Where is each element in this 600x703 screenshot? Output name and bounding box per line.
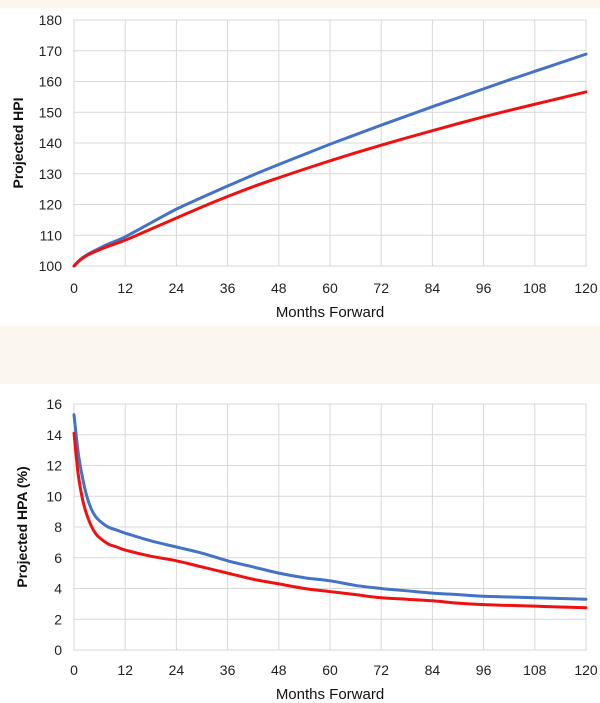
hpa-x-tick-label: 120 <box>574 662 598 678</box>
separator-band <box>0 326 600 384</box>
hpi-chart-svg: 100 110 120 130 140 150 160 170 180 0 12 24 36 48 60 72… <box>10 12 598 321</box>
hpa-chart: 0 2 4 6 8 10 12 14 16 0 12 24 36 48 60 72 84 96 108 120 Mont… <box>0 384 600 703</box>
hpa-x-tick-label: 84 <box>425 662 441 678</box>
hpa-series-line-blue <box>72 413 588 601</box>
hpi-y-tick-label: 170 <box>39 43 63 59</box>
hpi-x-tick-label: 12 <box>117 280 133 296</box>
hpi-x-tick-label: 96 <box>476 280 492 296</box>
hpa-plot-frame <box>73 403 587 651</box>
hpi-plot-frame <box>73 19 587 267</box>
hpi-series-line-red <box>72 90 588 268</box>
hpi-x-tick-label: 48 <box>271 280 287 296</box>
hpi-y-tick-label: 110 <box>40 227 63 243</box>
hpa-x-tick-label: 24 <box>169 662 185 678</box>
hpi-x-tick-label: 84 <box>425 280 441 296</box>
hpa-series-line-red <box>72 431 588 610</box>
hpi-x-axis-title: Months Forward <box>276 304 384 321</box>
hpi-y-tick-label: 140 <box>39 135 63 151</box>
hpa-x-tick-label: 96 <box>476 662 492 678</box>
hpi-y-axis-title: Projected HPI <box>10 97 26 188</box>
hpi-x-tick-label: 72 <box>373 280 389 296</box>
hpa-x-axis-title: Months Forward <box>276 686 384 703</box>
hpi-y-tick-label: 160 <box>39 74 63 90</box>
hpa-y-tick-label: 16 <box>46 396 62 412</box>
hpa-y-tick-label: 6 <box>54 550 62 566</box>
hpa-x-tick-label: 72 <box>373 662 389 678</box>
hpi-x-tick-label: 24 <box>169 280 185 296</box>
hpa-y-tick-label: 8 <box>54 519 62 535</box>
hpa-x-tick-label: 60 <box>322 662 338 678</box>
hpi-x-tick-label: 36 <box>220 280 236 296</box>
hpa-y-tick-label: 0 <box>54 642 62 658</box>
hpa-x-tick-label: 48 <box>271 662 287 678</box>
hpi-x-tick-label: 0 <box>70 280 78 296</box>
hpa-y-tick-label: 2 <box>54 611 62 627</box>
hpa-x-tick-label: 36 <box>220 662 236 678</box>
hpi-x-tick-label: 120 <box>574 280 598 296</box>
hpi-y-tick-label: 130 <box>39 166 63 182</box>
hpi-chart: 100 110 120 130 140 150 160 170 180 0 12 24 36 48 60 72… <box>0 0 600 326</box>
hpi-y-tick-label: 100 <box>39 258 63 274</box>
hpa-y-axis-title: Projected HPA (%) <box>14 466 30 587</box>
top-band <box>0 0 600 8</box>
hpi-y-tick-label: 120 <box>39 197 63 213</box>
hpa-y-tick-label: 12 <box>46 458 62 474</box>
hpi-x-tick-label: 108 <box>523 280 547 296</box>
hpi-x-tick-label: 60 <box>322 280 338 296</box>
hpa-gridlines <box>73 403 587 651</box>
hpa-x-tick-label: 0 <box>70 662 78 678</box>
hpa-x-tick-label: 108 <box>523 662 547 678</box>
hpa-y-tick-label: 4 <box>54 581 62 597</box>
hpi-y-tick-label: 180 <box>39 12 63 28</box>
hpa-y-tick-label: 14 <box>46 427 62 443</box>
hpi-y-tick-label: 150 <box>39 104 63 120</box>
hpa-y-tick-label: 10 <box>46 488 62 504</box>
hpa-x-tick-label: 12 <box>117 662 133 678</box>
